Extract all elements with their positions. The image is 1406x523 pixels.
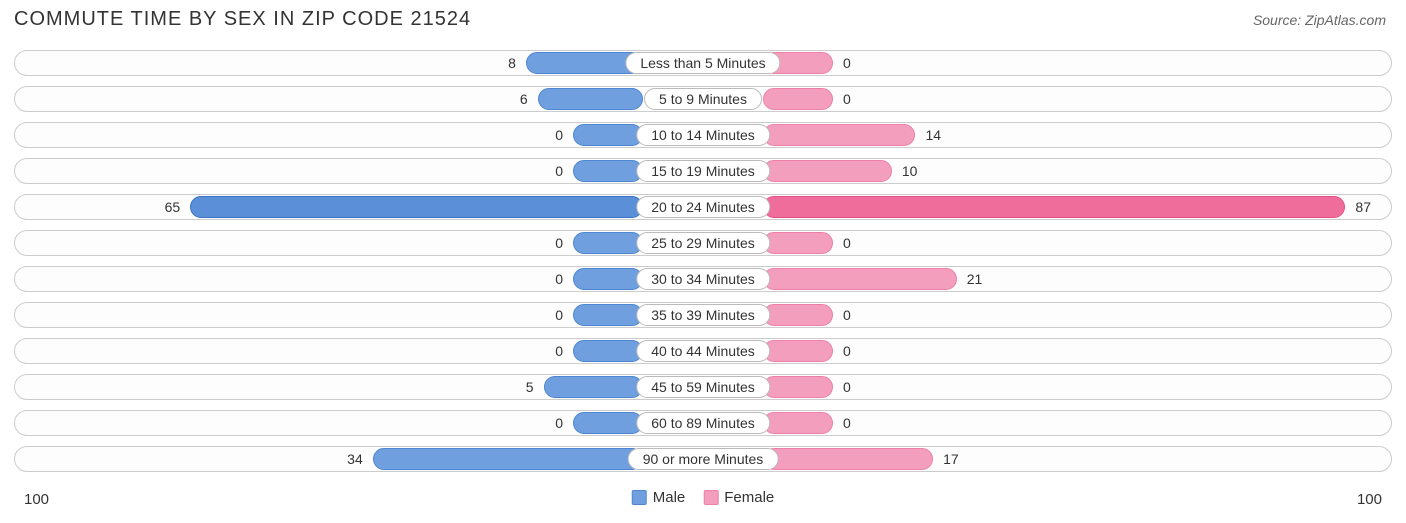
category-label: 60 to 89 Minutes — [636, 412, 770, 434]
female-bar — [763, 196, 1345, 218]
male-bar — [190, 196, 643, 218]
male-value: 0 — [555, 127, 563, 143]
female-value: 0 — [843, 55, 851, 71]
category-label: 90 or more Minutes — [628, 448, 779, 470]
female-value: 87 — [1355, 199, 1371, 215]
chart-row: 5 to 9 Minutes 6 0 — [14, 82, 1392, 116]
female-value: 0 — [843, 379, 851, 395]
male-bar — [573, 304, 643, 326]
female-bar — [763, 88, 833, 110]
source-attribution: Source: ZipAtlas.com — [1253, 12, 1386, 28]
female-bar — [763, 376, 833, 398]
chart-row: 35 to 39 Minutes 0 0 — [14, 298, 1392, 332]
category-label: 40 to 44 Minutes — [636, 340, 770, 362]
category-label: 5 to 9 Minutes — [644, 88, 762, 110]
female-value: 21 — [967, 271, 983, 287]
category-label: 30 to 34 Minutes — [636, 268, 770, 290]
male-bar — [573, 412, 643, 434]
male-bar — [573, 340, 643, 362]
chart-footer: 100 Male Female 100 — [14, 489, 1392, 513]
male-bar — [573, 160, 643, 182]
female-bar — [763, 160, 892, 182]
legend-label: Male — [653, 489, 686, 506]
legend-item: Female — [703, 489, 774, 506]
male-value: 65 — [165, 199, 181, 215]
male-value: 0 — [555, 163, 563, 179]
chart-row: 40 to 44 Minutes 0 0 — [14, 334, 1392, 368]
male-bar — [573, 232, 643, 254]
category-label: 20 to 24 Minutes — [636, 196, 770, 218]
female-value: 0 — [843, 91, 851, 107]
female-bar — [763, 448, 933, 470]
chart-row: 60 to 89 Minutes 0 0 — [14, 406, 1392, 440]
male-value: 0 — [555, 307, 563, 323]
legend-label: Female — [724, 489, 774, 506]
female-value: 0 — [843, 343, 851, 359]
male-value: 0 — [555, 235, 563, 251]
female-value: 17 — [943, 451, 959, 467]
female-bar — [763, 412, 833, 434]
male-value: 0 — [555, 415, 563, 431]
chart-row: Less than 5 Minutes 8 0 — [14, 46, 1392, 80]
male-bar — [538, 88, 643, 110]
male-bar — [544, 376, 643, 398]
male-bar — [573, 268, 643, 290]
category-label: 45 to 59 Minutes — [636, 376, 770, 398]
legend: Male Female — [632, 489, 775, 506]
category-label: 10 to 14 Minutes — [636, 124, 770, 146]
chart-row: 90 or more Minutes 34 17 — [14, 442, 1392, 476]
category-label: 25 to 29 Minutes — [636, 232, 770, 254]
male-bar — [373, 448, 643, 470]
male-value: 0 — [555, 343, 563, 359]
category-label: 35 to 39 Minutes — [636, 304, 770, 326]
female-value: 0 — [843, 235, 851, 251]
legend-item: Male — [632, 489, 686, 506]
female-bar — [763, 340, 833, 362]
chart-row: 10 to 14 Minutes 0 14 — [14, 118, 1392, 152]
chart-row: 15 to 19 Minutes 0 10 — [14, 154, 1392, 188]
female-bar — [763, 304, 833, 326]
male-value: 8 — [508, 55, 516, 71]
female-value: 0 — [843, 415, 851, 431]
diverging-bar-chart: Less than 5 Minutes805 to 9 Minutes6010 … — [14, 46, 1392, 481]
category-label: Less than 5 Minutes — [625, 52, 780, 74]
male-value: 0 — [555, 271, 563, 287]
legend-swatch — [703, 490, 718, 505]
male-value: 6 — [520, 91, 528, 107]
chart-row: 25 to 29 Minutes 0 0 — [14, 226, 1392, 260]
axis-max-right: 100 — [1357, 491, 1382, 508]
legend-swatch — [632, 490, 647, 505]
chart-title: COMMUTE TIME BY SEX IN ZIP CODE 21524 — [14, 8, 471, 31]
female-value: 14 — [925, 127, 941, 143]
male-value: 34 — [347, 451, 363, 467]
female-value: 0 — [843, 307, 851, 323]
male-value: 5 — [526, 379, 534, 395]
female-bar — [763, 232, 833, 254]
female-bar — [763, 268, 957, 290]
category-label: 15 to 19 Minutes — [636, 160, 770, 182]
female-bar — [763, 124, 915, 146]
female-value: 10 — [902, 163, 918, 179]
male-bar — [573, 124, 643, 146]
chart-row: 45 to 59 Minutes 5 0 — [14, 370, 1392, 404]
chart-row: 20 to 24 Minutes 65 87 — [14, 190, 1392, 224]
axis-max-left: 100 — [24, 491, 49, 508]
chart-row: 30 to 34 Minutes 0 21 — [14, 262, 1392, 296]
